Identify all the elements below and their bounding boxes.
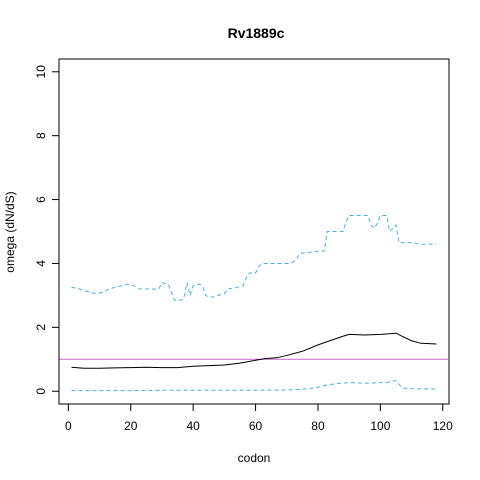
y-axis: 0 2 4 6 8 10	[34, 65, 60, 395]
y-tick-label: 8	[34, 132, 48, 139]
y-tick-label: 2	[34, 324, 48, 331]
x-tick-label: 80	[311, 419, 325, 433]
x-tick-label: 60	[249, 419, 263, 433]
series-line-lower	[71, 380, 437, 392]
x-tick-label: 40	[186, 419, 200, 433]
x-axis: 0 20 40 60 80 100 120	[65, 403, 453, 433]
x-tick-label: 20	[124, 419, 138, 433]
y-axis-label: omega (dN/dS)	[3, 191, 17, 272]
series-line-estimate	[71, 332, 437, 369]
x-tick-label: 0	[65, 419, 72, 433]
plot-frame	[58, 58, 450, 405]
y-tick-label: 6	[34, 196, 48, 203]
series-line-upper	[71, 215, 437, 301]
series-group	[71, 215, 437, 392]
y-tick-label: 4	[34, 260, 48, 267]
x-tick-label: 120	[433, 419, 453, 433]
x-tick-label: 100	[370, 419, 390, 433]
x-axis-label: codon	[238, 451, 271, 465]
y-tick-label: 10	[34, 65, 48, 79]
chart-title: Rv1889c	[228, 25, 285, 41]
y-tick-label: 0	[34, 388, 48, 395]
